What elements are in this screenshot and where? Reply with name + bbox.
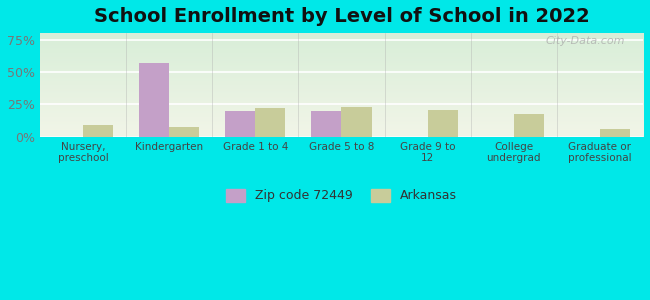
Bar — [428, 110, 458, 137]
Bar — [169, 127, 200, 137]
Bar — [341, 107, 372, 137]
Bar — [255, 108, 285, 137]
Legend: Zip code 72449, Arkansas: Zip code 72449, Arkansas — [220, 183, 463, 209]
Bar — [311, 111, 341, 137]
Bar — [139, 63, 169, 137]
Text: City-Data.com: City-Data.com — [545, 36, 625, 46]
Bar — [600, 129, 630, 137]
Bar — [83, 125, 113, 137]
Bar — [225, 111, 255, 137]
Title: School Enrollment by Level of School in 2022: School Enrollment by Level of School in … — [94, 7, 590, 26]
Bar — [514, 113, 544, 137]
